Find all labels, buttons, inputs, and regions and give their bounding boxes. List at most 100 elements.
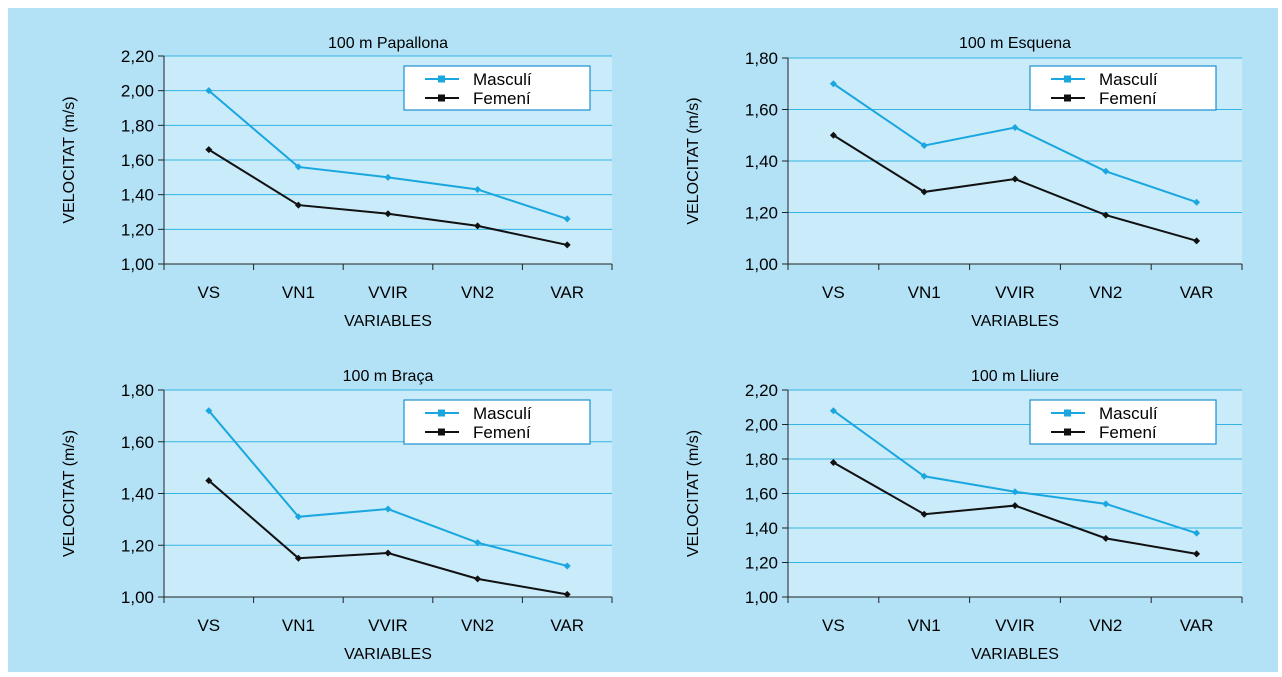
- data-point: [563, 590, 571, 598]
- legend-label: Femení: [1099, 423, 1157, 442]
- x-axis-label: VARIABLES: [971, 313, 1059, 330]
- data-point: [1011, 502, 1019, 510]
- chart-1: 1,00 1,20 1,40 1,60 1,80 2,00 2,20 VS VN1 VVIR VN2…: [61, 35, 613, 330]
- data-point: [1011, 124, 1019, 132]
- y-tick-label: 1,00: [121, 255, 154, 274]
- x-tick-label: VN2: [1089, 616, 1122, 635]
- x-tick-label: VN2: [461, 616, 494, 635]
- data-point: [920, 142, 928, 150]
- y-axis-label: VELOCITAT (m/s): [61, 430, 78, 557]
- y-tick-label: 1,20: [745, 554, 778, 573]
- x-tick-label: VVIR: [995, 283, 1035, 302]
- y-tick-label: 1,40: [745, 519, 778, 538]
- data-point: [474, 185, 482, 193]
- chart-4: 1,00 1,20 1,40 1,60 1,80 2,00 2,20 VS VN1 VVIR VN2…: [685, 368, 1243, 663]
- chart-title: 100 m Lliure: [971, 368, 1059, 385]
- chart-title: 100 m Papallona: [328, 35, 448, 52]
- legend-marker: [1064, 428, 1071, 436]
- data-point: [384, 549, 392, 557]
- data-point: [294, 163, 302, 171]
- y-axis-label: VELOCITAT (m/s): [685, 430, 702, 557]
- x-tick-label: VN1: [282, 616, 315, 635]
- legend-marker: [438, 409, 445, 417]
- y-axis-label: VELOCITAT (m/s): [61, 96, 78, 223]
- y-tick-label: 2,00: [745, 416, 778, 435]
- data-point: [563, 562, 571, 570]
- legend-box: [403, 65, 591, 111]
- data-point: [294, 513, 302, 521]
- data-point: [920, 472, 928, 480]
- data-point: [1193, 198, 1201, 206]
- data-point: [474, 539, 482, 547]
- y-tick-label: 1,60: [745, 485, 778, 504]
- legend-marker: [1064, 75, 1071, 83]
- y-tick-label: 1,40: [121, 485, 154, 504]
- x-tick-label: VS: [197, 616, 220, 635]
- x-tick-label: VAR: [1180, 616, 1214, 635]
- y-tick-label: 1,80: [745, 49, 778, 68]
- y-tick-label: 1,40: [745, 152, 778, 171]
- data-point: [1011, 175, 1019, 183]
- data-point: [1102, 500, 1110, 508]
- legend-label: Masculí: [1099, 70, 1158, 89]
- x-tick-label: VVIR: [995, 616, 1035, 635]
- y-tick-label: 1,60: [745, 101, 778, 120]
- data-point: [1193, 237, 1201, 245]
- legend-box: [1029, 65, 1217, 111]
- data-point: [205, 407, 213, 415]
- data-point: [563, 241, 571, 249]
- data-point: [384, 210, 392, 218]
- data-point: [384, 505, 392, 513]
- data-point: [1193, 529, 1201, 537]
- data-point: [205, 146, 213, 154]
- x-tick-label: VVIR: [368, 616, 408, 635]
- chart-title: 100 m Braça: [343, 368, 434, 385]
- y-tick-label: 1,60: [121, 151, 154, 170]
- data-point: [920, 510, 928, 518]
- y-tick-label: 1,00: [745, 588, 778, 607]
- data-point: [205, 477, 213, 485]
- legend-label: Masculí: [1099, 404, 1158, 423]
- y-tick-label: 2,00: [121, 82, 154, 101]
- chart-2: 1,00 1,20 1,40 1,60 1,80 VS VN1 VVIR VN2 VAR 100 m…: [685, 35, 1243, 330]
- x-tick-label: VN1: [908, 616, 941, 635]
- x-tick-label: VAR: [550, 283, 584, 302]
- data-point: [1193, 550, 1201, 558]
- y-axis-label: VELOCITAT (m/s): [685, 97, 702, 224]
- x-tick-label: VS: [197, 283, 220, 302]
- legend-label: Masculí: [473, 70, 532, 89]
- y-tick-label: 2,20: [121, 47, 154, 66]
- chart-title: 100 m Esquena: [959, 35, 1071, 52]
- legend-marker: [1064, 94, 1071, 102]
- x-tick-label: VAR: [550, 616, 584, 635]
- data-point: [294, 554, 302, 562]
- x-tick-label: VN2: [1089, 283, 1122, 302]
- y-tick-label: 1,00: [121, 588, 154, 607]
- x-axis-label: VARIABLES: [344, 646, 432, 663]
- data-point: [205, 87, 213, 95]
- legend-label: Femení: [1099, 89, 1157, 108]
- data-point: [829, 407, 837, 415]
- y-tick-label: 1,00: [745, 255, 778, 274]
- data-point: [563, 215, 571, 223]
- chart-3: 1,00 1,20 1,40 1,60 1,80 VS VN1 VVIR VN2 VAR 100 m…: [61, 368, 613, 663]
- data-point: [474, 222, 482, 230]
- y-tick-label: 1,80: [745, 450, 778, 469]
- x-tick-label: VAR: [1180, 283, 1214, 302]
- data-point: [829, 458, 837, 466]
- legend-marker: [438, 94, 445, 102]
- y-tick-label: 1,60: [121, 433, 154, 452]
- y-tick-label: 1,20: [745, 204, 778, 223]
- data-point: [1011, 488, 1019, 496]
- legend-marker: [1064, 409, 1071, 417]
- data-point: [1102, 534, 1110, 542]
- data-point: [829, 80, 837, 88]
- legend-label: Masculí: [473, 404, 532, 423]
- x-axis-label: VARIABLES: [971, 646, 1059, 663]
- x-axis-label: VARIABLES: [344, 313, 432, 330]
- x-tick-label: VS: [822, 283, 845, 302]
- legend-marker: [438, 75, 445, 83]
- data-point: [829, 131, 837, 139]
- y-tick-label: 2,20: [745, 381, 778, 400]
